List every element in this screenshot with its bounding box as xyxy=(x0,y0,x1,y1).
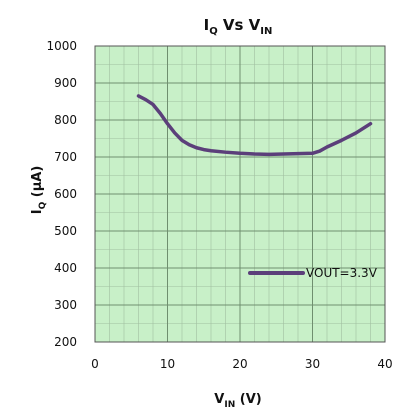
x-tick-label: 30 xyxy=(305,357,320,371)
y-tick-label: 400 xyxy=(54,261,77,275)
legend: VOUT=3.3V xyxy=(248,266,378,280)
x-tick-label: 0 xyxy=(91,357,99,371)
x-tick-labels: 0 10 20 30 40 xyxy=(91,357,392,371)
x-axis-label: VIN (V) xyxy=(214,392,261,410)
y-tick-label: 800 xyxy=(54,113,77,127)
y-tick-label: 500 xyxy=(54,224,77,238)
legend-label: VOUT=3.3V xyxy=(306,266,378,280)
y-tick-label: 600 xyxy=(54,187,77,201)
series-layer xyxy=(136,94,373,157)
y-tick-label: 300 xyxy=(54,298,77,312)
plot-border xyxy=(94,45,386,343)
y-tick-label: 900 xyxy=(54,76,77,90)
y-tick-labels: 200 300 400 500 600 700 800 900 1000 xyxy=(46,39,77,349)
y-axis-label: IQ (µA) xyxy=(30,166,48,215)
x-tick-label: 20 xyxy=(232,357,247,371)
y-tick-label: 1000 xyxy=(46,39,77,53)
y-tick-label: 200 xyxy=(54,335,77,349)
series-line-vout-3-3v xyxy=(136,94,373,157)
x-tick-label: 40 xyxy=(377,357,392,371)
x-tick-label: 10 xyxy=(160,357,175,371)
chart-title: IQ Vs VIN xyxy=(204,16,273,37)
y-tick-label: 700 xyxy=(54,150,77,164)
plot-area xyxy=(94,45,386,343)
